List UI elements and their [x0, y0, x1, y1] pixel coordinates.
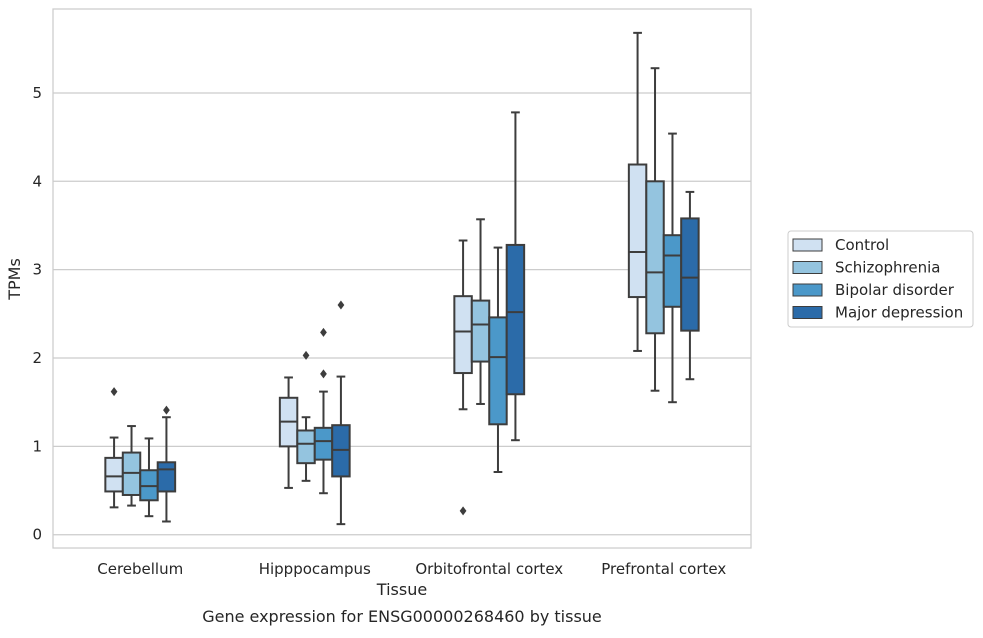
legend-swatch: [792, 306, 823, 319]
box-body: [488, 316, 508, 426]
box-body: [505, 243, 526, 396]
box-0-0: [104, 387, 124, 509]
box-body: [156, 461, 177, 493]
box-body: [627, 163, 648, 299]
legend-label: Major depression: [835, 304, 963, 322]
x-axis-ticks: Cerebellum Hipppocampus Orbitofrontal cort…: [97, 560, 726, 578]
x-tick-label: Hipppocampus: [259, 560, 371, 578]
box-1-0: [278, 376, 299, 489]
box-1-1: [296, 350, 316, 482]
y-axis-label: TPMs: [5, 258, 24, 301]
legend-label: Control: [835, 236, 889, 254]
box-body: [296, 429, 316, 465]
outlier-point: [163, 405, 170, 415]
box-body: [662, 234, 683, 308]
box-3-0: [627, 31, 648, 352]
legend-frame: [787, 230, 974, 328]
box-1-3: [331, 300, 351, 526]
outlier-point: [459, 506, 467, 516]
box-0-3: [156, 405, 177, 523]
box-body: [645, 180, 665, 335]
x-tick-label: Orbitofrontal cortex: [415, 560, 563, 578]
outlier-point: [302, 350, 310, 360]
box-3-2: [662, 132, 683, 404]
box-body: [470, 299, 491, 363]
y-tick-label: 0: [32, 526, 42, 544]
legend-label: Schizophrenia: [835, 259, 940, 277]
y-tick-label: 4: [32, 172, 42, 190]
x-axis-label: Tissue: [376, 580, 427, 599]
outlier-point: [110, 387, 118, 397]
box-1-2: [313, 327, 334, 495]
x-tick-label: Prefrontal cortex: [601, 560, 726, 578]
box-body: [453, 295, 473, 375]
y-tick-label: 2: [32, 349, 42, 367]
legend-label: Bipolar disorder: [835, 281, 955, 299]
box-body: [680, 217, 700, 332]
y-tick-label: 1: [32, 437, 42, 455]
outlier-point: [320, 327, 327, 337]
grid-lines: [53, 92, 751, 536]
y-axis-ticks: 0 1 2 3 4 5: [32, 84, 42, 544]
plot-frame: [52, 8, 752, 549]
y-tick-label: 3: [32, 261, 42, 279]
box-plots: [104, 31, 700, 526]
outlier-point: [320, 369, 327, 379]
box-2-3: [505, 111, 526, 442]
box-2-1: [470, 218, 491, 405]
legend: Control Schizophrenia Bipolar disorder Majo…: [787, 230, 974, 328]
y-tick-label: 5: [32, 84, 42, 102]
box-body: [313, 426, 334, 461]
x-tick-label: Cerebellum: [97, 560, 183, 578]
legend-swatch: [792, 238, 823, 252]
legend-swatch: [792, 283, 823, 297]
legend-swatch: [792, 261, 823, 274]
box-body: [104, 456, 124, 493]
outlier-point: [337, 300, 345, 310]
chart-caption: Gene expression for ENSG00000268460 by t…: [202, 607, 602, 626]
box-3-3: [680, 190, 700, 381]
box-3-1: [645, 67, 665, 392]
